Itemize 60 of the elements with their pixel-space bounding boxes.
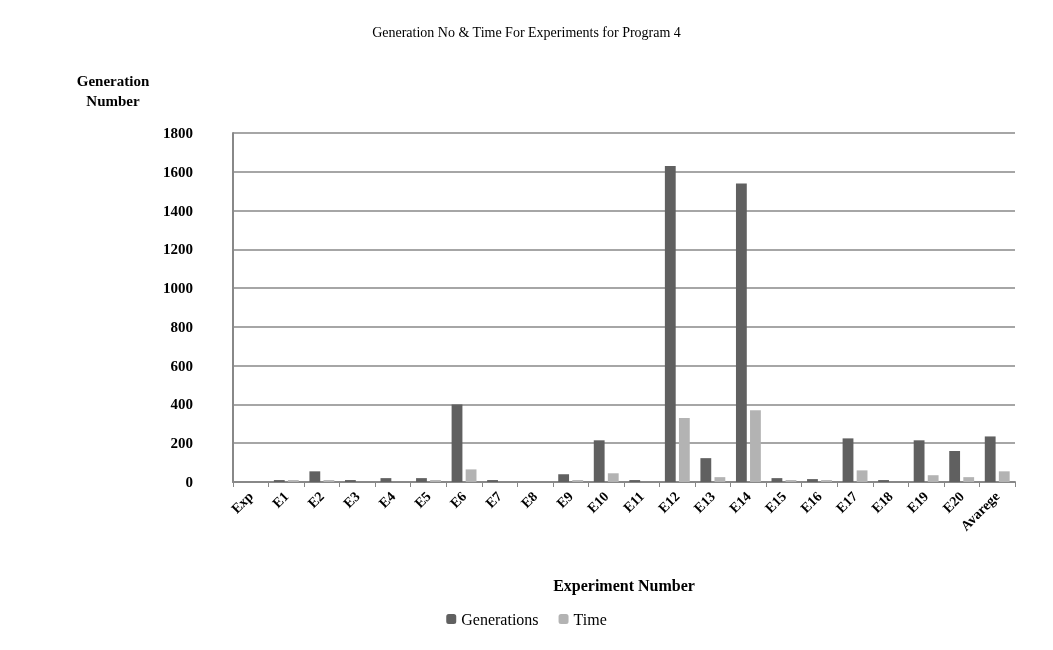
bar: [963, 477, 975, 482]
x-tick-label: E3: [340, 488, 363, 511]
y-tick-label: 1000: [163, 280, 193, 297]
y-tick-label: 400: [170, 396, 193, 413]
x-tick-label: E7: [482, 488, 505, 511]
bar: [984, 436, 996, 482]
bar: [380, 478, 392, 482]
bar: [309, 471, 321, 482]
x-tick-label: E19: [904, 488, 932, 516]
x-tick-label: E10: [584, 488, 612, 516]
bar: [949, 450, 961, 482]
x-tick-label: E8: [518, 488, 541, 511]
legend-label: Time: [573, 610, 607, 628]
bar: [664, 165, 676, 482]
bar: [558, 474, 570, 482]
chart-title: Generation No & Time For Experiments for Program 4: [372, 24, 681, 40]
x-tick-label: E2: [305, 488, 328, 511]
x-tick-label: E16: [797, 488, 825, 516]
x-tick-label: E17: [833, 488, 861, 516]
bar: [416, 478, 427, 482]
x-tick-label: Exp: [228, 488, 257, 517]
y-tick-label: 600: [170, 357, 193, 374]
bar: [700, 458, 712, 482]
y-tick-label: 1400: [163, 202, 193, 219]
bar: [593, 440, 605, 482]
x-tick-label: E4: [376, 488, 399, 511]
legend-label: Generations: [461, 610, 539, 628]
x-tick-label: E6: [447, 488, 470, 511]
x-tick-label: E20: [939, 488, 967, 516]
y-tick-label: 1200: [163, 241, 193, 258]
x-tick-label: E9: [553, 488, 576, 511]
bar: [913, 440, 925, 482]
y-tick-label: 200: [170, 435, 193, 452]
bar: [998, 471, 1010, 482]
bar: [807, 479, 818, 482]
bar: [607, 473, 619, 482]
x-tick-label: E13: [691, 488, 719, 516]
bar: [451, 404, 463, 482]
bar: [678, 418, 690, 482]
y-tick-label: 0: [185, 474, 193, 490]
x-axis-title: Experiment Number: [553, 576, 695, 595]
bar: [465, 469, 477, 482]
bar: [856, 470, 868, 482]
x-tick-label: E18: [868, 488, 896, 516]
bar: [735, 183, 747, 482]
bar: [714, 477, 726, 482]
bar: [842, 438, 854, 482]
y-tick-label: 800: [170, 318, 193, 335]
x-tick-label: E15: [762, 488, 790, 516]
bar: [771, 478, 783, 482]
x-tick-label: E11: [620, 488, 648, 516]
x-tick-label: E1: [269, 488, 292, 511]
x-tick-label: E14: [726, 488, 754, 516]
x-tick-label: E5: [411, 488, 434, 511]
y-tick-label: 1800: [163, 125, 193, 141]
bar: [927, 475, 939, 482]
y-tick-label: 1600: [163, 163, 193, 180]
x-tick-label: E12: [655, 488, 683, 516]
y-axis-title: Generation Number: [76, 72, 150, 109]
bar: [750, 410, 761, 482]
